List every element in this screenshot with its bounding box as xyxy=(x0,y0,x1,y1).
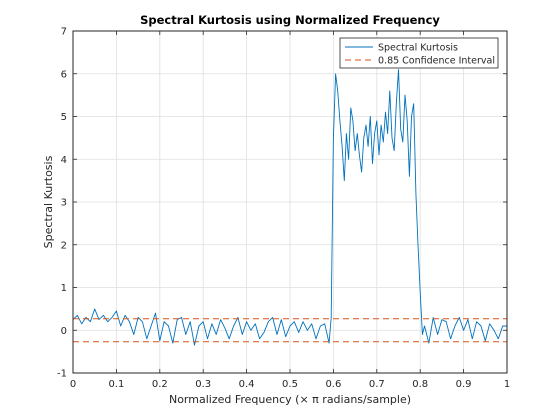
series-layer xyxy=(72,69,507,346)
legend-label-spectral-kurtosis: Spectral Kurtosis xyxy=(378,43,458,54)
x-tick-label: 0.8 xyxy=(412,379,428,390)
y-tick-label: 0 xyxy=(61,326,67,337)
legend-box xyxy=(339,37,499,69)
y-tick-label: -1 xyxy=(57,369,67,380)
y-tick-label: 7 xyxy=(61,27,67,38)
x-tick-label: 0.1 xyxy=(108,379,124,390)
x-tick-label: 0.9 xyxy=(456,379,472,390)
y-tick-label: 2 xyxy=(61,240,67,251)
x-tick-label: 0.2 xyxy=(152,379,168,390)
x-tick-label: 0.7 xyxy=(369,379,385,390)
x-axis-label: Normalized Frequency (× π radians/sample… xyxy=(169,393,411,406)
x-tick-label: 0.4 xyxy=(239,379,255,390)
x-tick-label: 0.5 xyxy=(282,379,298,390)
y-tick-label: 5 xyxy=(61,112,67,123)
legend: Spectral Kurtosis 0.85 Confidence Interv… xyxy=(339,37,499,69)
y-tick-label: 6 xyxy=(61,69,67,80)
chart-title: Spectral Kurtosis using Normalized Frequ… xyxy=(140,13,440,27)
y-tick-label: 1 xyxy=(61,283,67,294)
x-tick-label: 0.3 xyxy=(195,379,211,390)
y-axis-label: Spectral Kurtosis xyxy=(42,155,55,248)
x-tick-label: 0 xyxy=(70,379,76,390)
series-spectral-kurtosis-line xyxy=(72,69,507,346)
y-tick-label: 4 xyxy=(61,155,67,166)
x-tick-label: 1 xyxy=(504,379,510,390)
y-tick-label: 3 xyxy=(61,198,67,209)
legend-label-confidence-interval: 0.85 Confidence Interval xyxy=(378,56,495,67)
x-tick-label: 0.6 xyxy=(325,379,341,390)
